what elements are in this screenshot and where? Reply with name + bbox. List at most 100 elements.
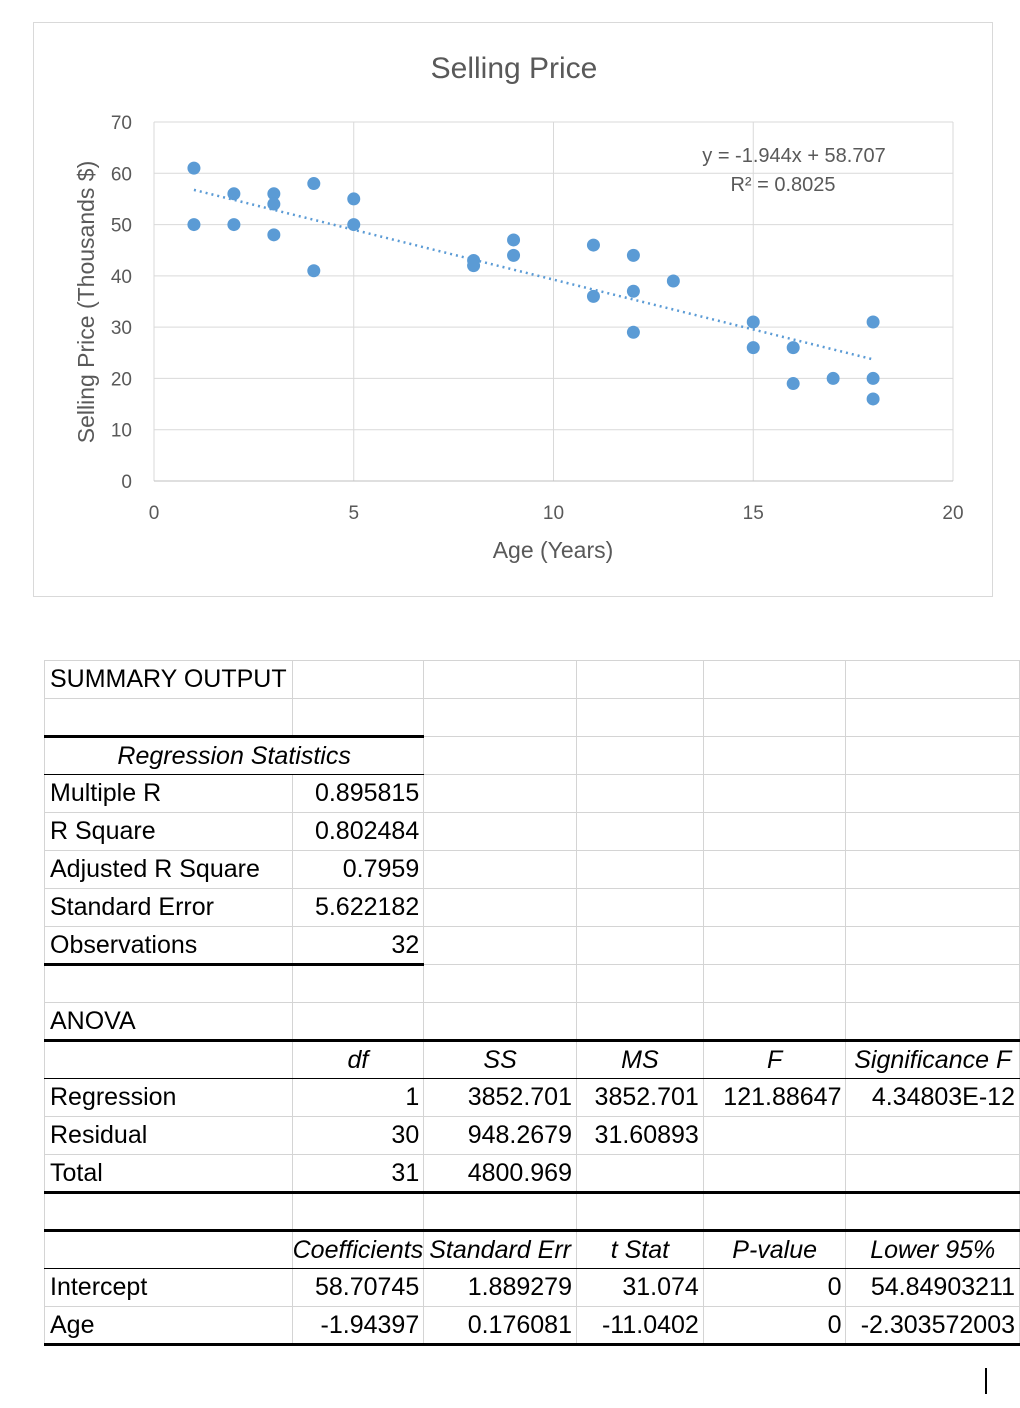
data-point [267,197,281,211]
stat-value[interactable]: 0.895815 [291,774,425,813]
summary-title[interactable]: SUMMARY OUTPUT [44,660,293,699]
data-point [746,315,760,329]
anova-significance[interactable]: 4.34803E-12 [845,1078,1020,1117]
data-point [307,264,321,278]
anova-header-f[interactable]: F [702,1039,847,1079]
trendline-layer [193,188,874,361]
stat-label[interactable]: Adjusted R Square [44,850,293,889]
data-point [187,161,201,175]
data-point [307,177,321,191]
anova-header-df[interactable]: df [291,1039,425,1079]
data-point [626,248,640,262]
anova-ms[interactable]: 3852.701 [575,1078,704,1117]
tick-labels: 0 10 20 30 40 50 60 70 0 5 10 15 20 [111,113,964,524]
anova-significance[interactable] [845,1154,1020,1194]
regression-statistics-header[interactable]: Regression Statistics [43,735,425,775]
coef-value[interactable]: 58.70745 [291,1268,425,1307]
anova-ss[interactable]: 948.2679 [423,1116,577,1155]
coef-header-coefficients[interactable]: Coefficients [291,1229,425,1269]
data-point [746,341,760,355]
chart-title: Selling Price [431,52,598,85]
coef-standard-error[interactable]: 1.889279 [423,1268,577,1307]
stat-value[interactable]: 0.802484 [291,812,425,851]
x-tick-label: 10 [543,503,564,524]
chart-container: Selling Price 0 10 20 30 40 50 60 70 0 5 10 15 20 y … [33,22,993,597]
anova-df[interactable]: 31 [291,1154,425,1194]
anova-significance[interactable] [845,1116,1020,1155]
data-point [267,187,281,201]
stat-label[interactable]: Observations [44,926,293,966]
coef-p-value[interactable]: 0 [702,1268,847,1307]
regression-summary-table: SUMMARY OUTPUT Regression Statistics Mul… [43,660,1020,1346]
coef-header-lower-95[interactable]: Lower 95% [845,1229,1020,1269]
anova-df[interactable]: 30 [291,1116,425,1155]
y-tick-label: 70 [111,113,132,134]
coef-header-p-value[interactable]: P-value [702,1229,847,1269]
anova-ms[interactable]: 31.60893 [575,1116,704,1155]
data-point [826,371,840,385]
anova-header-significance-f[interactable]: Significance F [845,1039,1020,1079]
coef-header-standard-error[interactable]: Standard Err [423,1229,577,1269]
anova-df[interactable]: 1 [291,1078,425,1117]
data-point [586,289,600,303]
data-point [347,218,361,232]
coef-row-label[interactable]: Intercept [44,1268,293,1307]
stat-label[interactable]: R Square [44,812,293,851]
y-tick-label: 10 [111,421,132,442]
data-point [507,248,521,262]
anova-f[interactable] [702,1154,847,1194]
x-tick-label: 15 [743,503,764,524]
data-point [267,228,281,242]
data-point [507,233,521,247]
y-tick-label: 50 [111,216,132,237]
data-point [467,259,481,273]
stat-value[interactable]: 5.622182 [291,888,425,927]
stat-label[interactable]: Multiple R [44,774,293,813]
coef-standard-error[interactable]: 0.176081 [423,1306,577,1346]
coef-lower-95[interactable]: -2.303572003 [845,1306,1020,1346]
y-tick-label: 0 [121,472,132,493]
stat-value[interactable]: 32 [291,926,425,966]
anova-row-label[interactable]: Regression [44,1078,293,1117]
y-tick-label: 20 [111,369,132,390]
coef-row-label[interactable]: Age [44,1306,293,1346]
coef-t-stat[interactable]: 31.074 [575,1268,704,1307]
x-axis-label: Age (Years) [493,537,614,563]
anova-f[interactable] [702,1116,847,1155]
data-point [866,315,880,329]
anova-ss[interactable]: 3852.701 [423,1078,577,1117]
gridlines [153,121,954,482]
anova-header-ss[interactable]: SS [423,1039,577,1079]
x-tick-label: 5 [348,503,359,524]
x-tick-label: 0 [149,503,160,524]
anova-ms[interactable] [575,1154,704,1194]
text-cursor [985,1368,987,1394]
data-point [227,187,241,201]
data-point [347,192,361,206]
anova-row-label[interactable]: Total [44,1154,293,1194]
anova-ss[interactable]: 4800.969 [423,1154,577,1194]
stat-value[interactable]: 0.7959 [291,850,425,889]
trendline-equation: y = -1.944x + 58.707 [702,145,885,167]
data-point [866,371,880,385]
coef-t-stat[interactable]: -11.0402 [575,1306,704,1346]
data-point [786,341,800,355]
anova-title[interactable]: ANOVA [44,1002,293,1041]
anova-header-ms[interactable]: MS [575,1039,704,1079]
data-point [786,377,800,391]
data-point [187,218,201,232]
stat-label[interactable]: Standard Error [44,888,293,927]
coef-value[interactable]: -1.94397 [291,1306,425,1346]
trendline [193,188,874,361]
data-point [626,284,640,298]
coef-lower-95[interactable]: 54.84903211 [845,1268,1020,1307]
r-squared-label: R² = 0.8025 [730,174,835,196]
y-tick-label: 60 [111,164,132,185]
x-tick-label: 20 [942,503,963,524]
anova-row-label[interactable]: Residual [44,1116,293,1155]
y-tick-label: 40 [111,267,132,288]
coef-p-value[interactable]: 0 [702,1306,847,1346]
data-point [227,218,241,232]
coef-header-t-stat[interactable]: t Stat [575,1229,704,1269]
anova-f[interactable]: 121.88647 [702,1078,847,1117]
